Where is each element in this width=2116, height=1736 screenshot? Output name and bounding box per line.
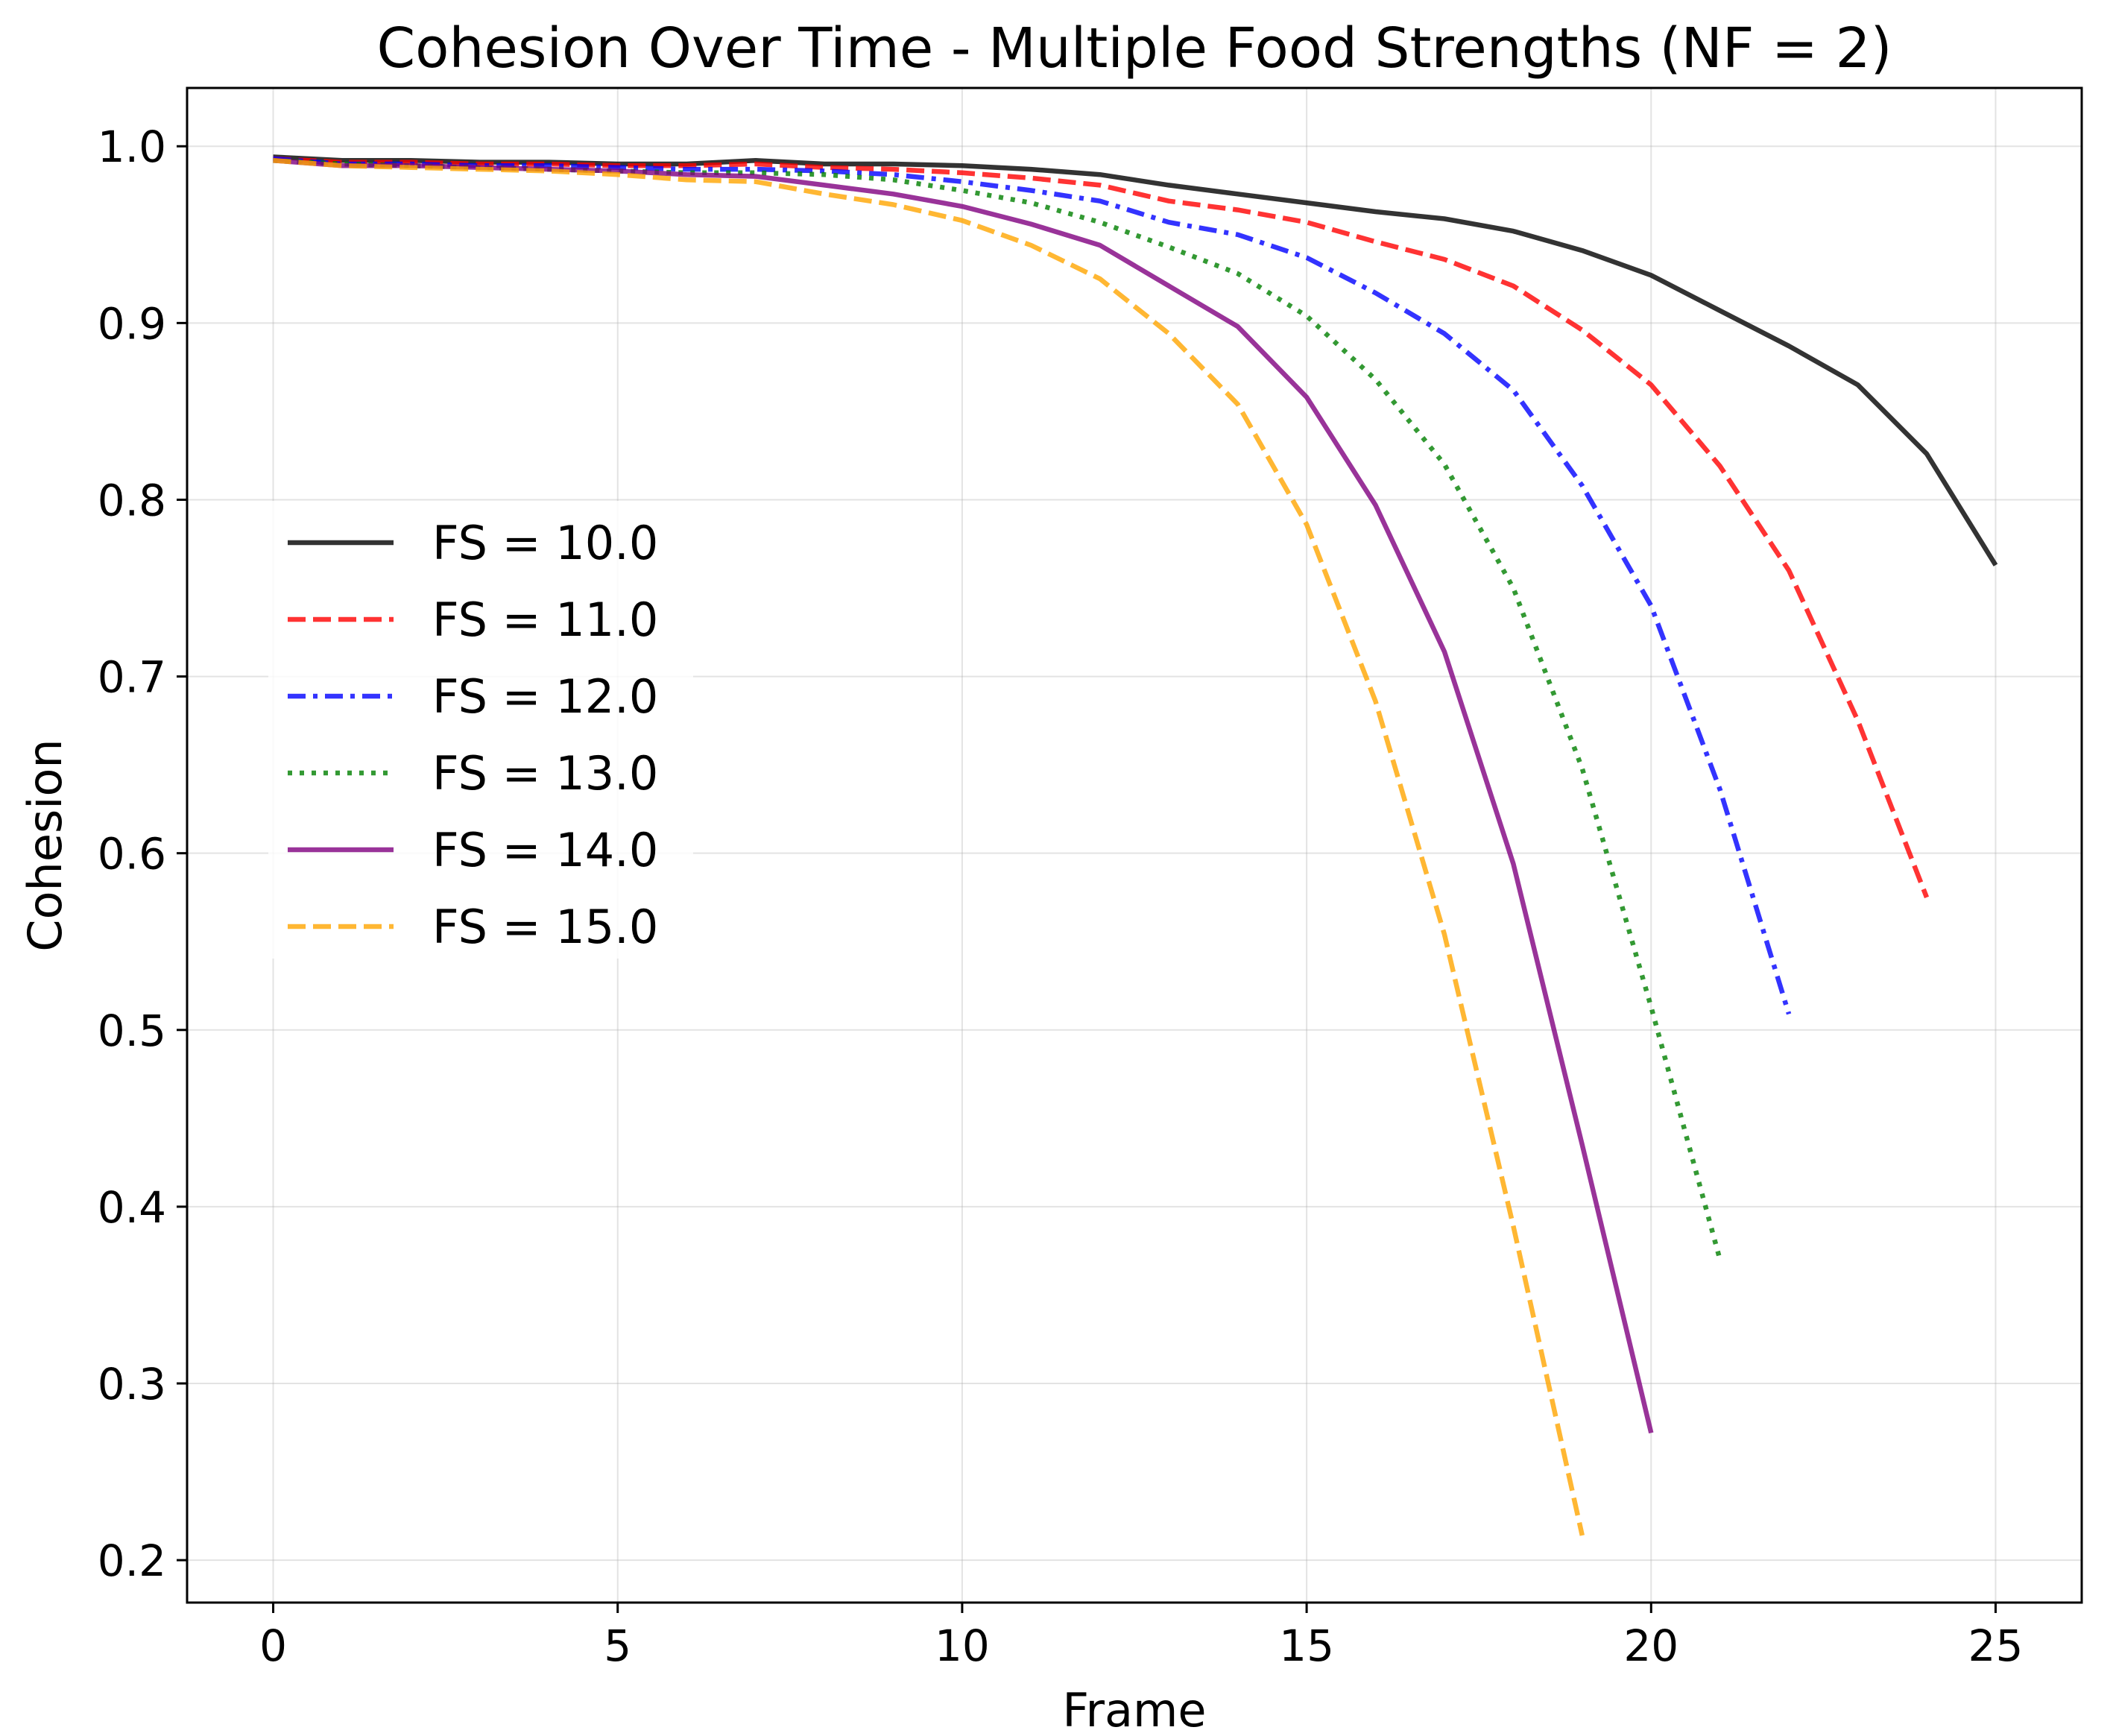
y-tick-label: 0.2 bbox=[98, 1535, 166, 1586]
grid bbox=[187, 88, 2082, 1603]
x-tick-label: 20 bbox=[1623, 1620, 1678, 1671]
y-tick-label: 0.6 bbox=[98, 829, 166, 880]
x-tick-label: 0 bbox=[259, 1620, 287, 1671]
y-tick-label: 0.8 bbox=[98, 475, 166, 525]
series-line-3 bbox=[273, 156, 1792, 1015]
series-line-2 bbox=[273, 156, 1930, 899]
plot-frame bbox=[186, 86, 2083, 1604]
legend: FS = 10.0 FS = 11.0 FS = 12.0 FS = 13.0 FS =… bbox=[268, 501, 693, 959]
x-tick-label: 25 bbox=[1968, 1620, 2024, 1671]
y-tick-label: 0.3 bbox=[98, 1359, 166, 1410]
legend-label: FS = 14.0 bbox=[432, 823, 658, 877]
y-tick-label: 0.7 bbox=[98, 652, 166, 703]
chart-title: Cohesion Over Time - Multiple Food Stren… bbox=[377, 16, 1892, 81]
y-tick-label: 0.5 bbox=[98, 1006, 166, 1056]
plot-series bbox=[273, 154, 1998, 1536]
axis-ticks: 0 5 10 15 20 25 0.2 0.3 0.4 0.5 0.6 0.7 0.8 0.9 1.0 bbox=[98, 121, 2024, 1671]
x-tick-label: 10 bbox=[935, 1620, 990, 1671]
x-tick-label: 5 bbox=[604, 1620, 631, 1671]
legend-label: FS = 10.0 bbox=[432, 516, 658, 570]
legend-label: FS = 15.0 bbox=[432, 900, 658, 954]
y-tick-label: 0.9 bbox=[98, 298, 166, 349]
y-tick-label: 1.0 bbox=[98, 121, 166, 172]
x-axis-label: Frame bbox=[1062, 1683, 1206, 1736]
y-tick-label: 0.4 bbox=[98, 1182, 166, 1233]
legend-box bbox=[268, 501, 693, 959]
legend-label: FS = 11.0 bbox=[432, 593, 658, 647]
legend-label: FS = 13.0 bbox=[432, 746, 658, 801]
y-axis-label: Cohesion bbox=[18, 739, 72, 951]
series-line-6 bbox=[273, 157, 1585, 1536]
legend-label: FS = 12.0 bbox=[432, 669, 658, 724]
x-tick-label: 15 bbox=[1279, 1620, 1334, 1671]
